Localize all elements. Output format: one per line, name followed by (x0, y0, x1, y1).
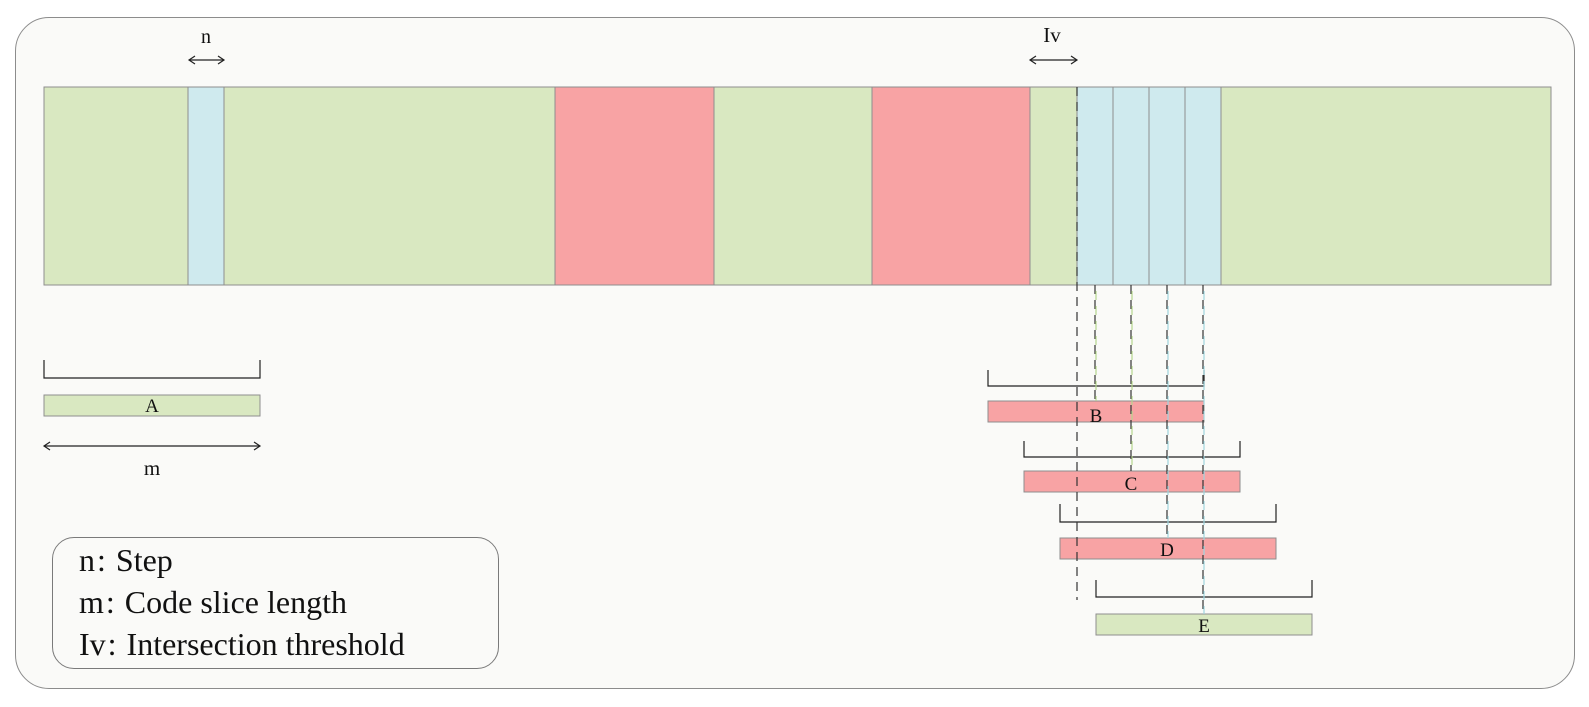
intersection-threshold-arrow (1028, 55, 1079, 65)
legend-item-code-slice-length: m: Code slice length (79, 584, 347, 620)
step-arrow (187, 55, 226, 65)
legend-item-intersection-threshold: Iv: Intersection threshold (79, 626, 405, 662)
legend-item-step: n: Step (79, 542, 173, 578)
slice-c-bar (1023, 470, 1241, 493)
legend-text: Step (115, 542, 173, 578)
strip-segment-normal-2 (223, 86, 556, 286)
legend-key: n (79, 542, 95, 578)
strip-segment-step-2 (1112, 86, 1150, 286)
guide-lines (1076, 87, 1205, 614)
legend-key: m (79, 584, 104, 620)
slice-length-arrow (42, 441, 262, 451)
legend-key: Iv (79, 626, 106, 662)
code-strip (43, 86, 1552, 286)
slice-a-bracket (43, 360, 261, 379)
slice-a-label: A (145, 396, 159, 417)
strip-segment-step-1 (1076, 86, 1114, 286)
legend-separator: : (107, 626, 117, 662)
strip-segment-normal-1 (43, 86, 189, 286)
strip-segment-highlight-2 (871, 86, 1031, 286)
slice-b-label: B (1090, 406, 1103, 427)
strip-segment-normal-5 (1220, 86, 1552, 286)
strip-segment-step (187, 86, 225, 286)
legend-text: Intersection threshold (126, 626, 405, 662)
slice-a-bar (43, 394, 261, 417)
intersection-threshold-label: Iv (1043, 23, 1061, 47)
strip-segment-step-4 (1184, 86, 1222, 286)
step-label: n (201, 26, 211, 48)
slice-length-label: m (144, 456, 160, 480)
strip-segment-highlight-1 (554, 86, 715, 286)
legend: n: Step m: Code slice length Iv: Intersecti… (52, 537, 499, 669)
legend-separator: : (97, 542, 106, 578)
strip-segment-normal-4 (1029, 86, 1078, 286)
slice-e-label: E (1198, 616, 1210, 637)
legend-text: Code slice length (124, 584, 347, 620)
strip-segment-normal-3 (713, 86, 873, 286)
slice-d-label: D (1160, 540, 1174, 561)
slice-c-label: C (1125, 474, 1138, 495)
legend-separator: : (105, 584, 115, 620)
strip-segment-step-3 (1148, 86, 1186, 286)
